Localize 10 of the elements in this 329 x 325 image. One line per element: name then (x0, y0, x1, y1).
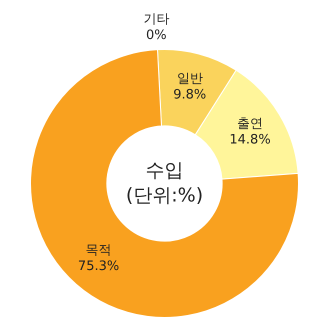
category-label: 기타 (143, 12, 170, 28)
text: 수입 (146, 159, 184, 182)
text: 0% (146, 28, 167, 44)
data-label: 14.8% (229, 132, 271, 148)
data-label: 75.3% (78, 258, 120, 274)
data-label: 9.8% (173, 87, 206, 102)
slice-label: 목적 (86, 242, 112, 258)
slice-label: 일반 (176, 71, 203, 86)
slice-label: 출연 (237, 116, 264, 132)
text: (단위:%) (126, 184, 204, 206)
